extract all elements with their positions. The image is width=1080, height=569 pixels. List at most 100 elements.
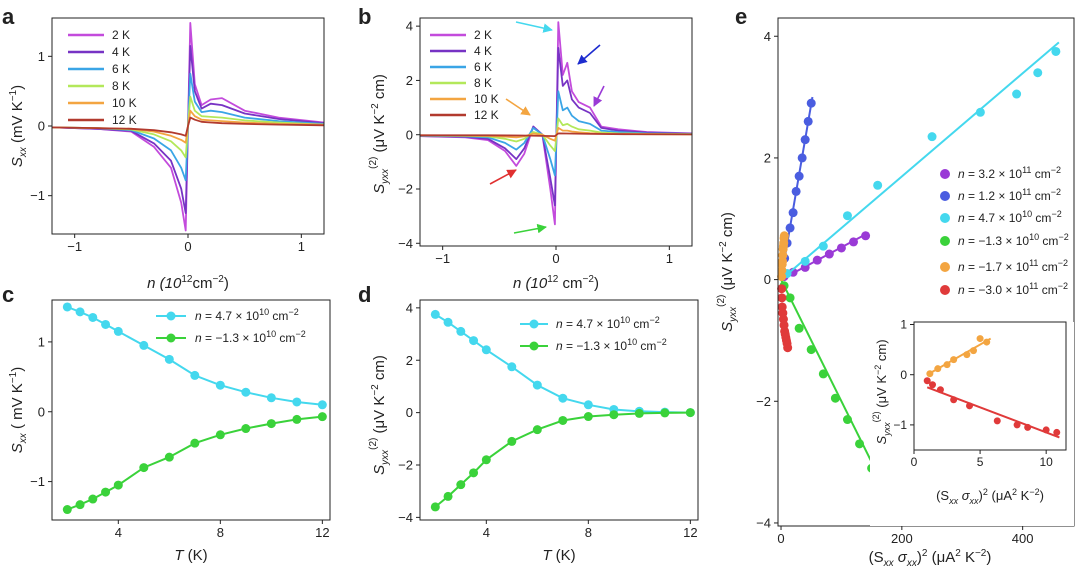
panel-c-series-1-point-6: [164, 452, 174, 462]
legend-marker-n-1.2e11: [940, 191, 950, 201]
panel-c-series-1-point-8: [215, 430, 225, 440]
panel-b: b −1 0 1 −4 −2 0 2 4 2 K 4 K 6 K 8 K 10 K 1 2 K …: [358, 4, 693, 292]
panel-d-series-1-point-1: [443, 491, 453, 501]
panel-d-series-1-point-12: [685, 408, 695, 418]
panel-d-series: [430, 309, 695, 512]
panel-d-series-line-1: [434, 411, 691, 508]
panel-e-series-1-point-4: [788, 208, 798, 218]
legend-label-6k: 6 K: [112, 62, 130, 76]
annotation-arrow-cyan: [515, 21, 553, 33]
panel-e-series-1-point-6: [794, 171, 804, 181]
panel-e-inset: 0 5 10 −1 0 1 (Sxx σxx)2 (μA2 K−2) Syxx(2) (μ…: [870, 318, 1074, 526]
panel-a-ytick-label-0: −1: [30, 188, 45, 203]
annotation-arrow-blue: [577, 44, 601, 65]
legend-marker-n-3.2e11: [940, 169, 950, 179]
panel-e-series-2-point-8: [1033, 68, 1043, 78]
panel-e-series-0-point-5: [836, 243, 846, 253]
panel-c-series-0-point-0: [62, 302, 72, 312]
annotation-arrow-green: [513, 223, 547, 234]
panel-d-axes-frame: [419, 299, 699, 521]
inset-series-0-point-0: [926, 370, 934, 378]
panel-d-legend: n = 4.7 × 1010 cm−2 n = −1.3 × 1010 cm−2: [520, 315, 667, 353]
panel-e-series-1-point-9: [803, 116, 813, 126]
panel-d: d 4 8 12 −4 −2 0 2 4 n = 4.7 × 1010 cm−2 n = −1…: [358, 282, 699, 564]
panel-c-xlabel: T (K): [174, 547, 207, 564]
inset-series-0-point-7: [983, 338, 991, 346]
panel-d-series-1-point-0: [430, 502, 440, 512]
panel-d-series-0-point-7: [558, 393, 568, 403]
panel-d-series-0-point-0: [430, 309, 440, 319]
panel-e: e 0 200 400 −4 −2 0 2 4 n = 3.2 × 1011 cm−2 n =…: [716, 4, 1075, 569]
panel-e-series-5-point-0: [777, 284, 787, 294]
panel-e-series-0-point-6: [849, 237, 859, 247]
legend-label-4k: 4 K: [474, 44, 492, 58]
panel-c-ytick-label-0: −1: [30, 474, 45, 489]
panel-c-series-0-point-7: [190, 370, 200, 380]
inset-series-1-point-7: [1024, 423, 1032, 431]
panel-c-series-0-point-6: [164, 354, 174, 364]
legend-marker-n-neg1.3e10: [529, 341, 539, 351]
legend-label-12k: 12 K: [474, 108, 499, 122]
panel-e-series-5-point-1: [777, 293, 787, 303]
inset-ticks: 0 5 10 −1 0 1: [893, 318, 1053, 469]
panel-e-ytick-label-0: −4: [756, 516, 771, 531]
panel-d-series-0-point-2: [456, 326, 466, 336]
panel-d-xlabel: T (K): [542, 547, 575, 564]
inset-series-1-point-5: [993, 417, 1001, 425]
panel-c-series-0-point-1: [75, 307, 85, 317]
panel-c-ytick-label-1: 0: [38, 404, 45, 419]
panel-c-xtick-label-2: 12: [315, 525, 329, 540]
panel-a-xtick-label-0: −1: [67, 239, 82, 254]
panel-label-a: a: [2, 4, 15, 29]
panel-d-ticks: 4 8 12 −4 −2 0 2 4: [398, 300, 697, 540]
inset-ytick-label-1: 0: [900, 368, 907, 382]
panel-b-xtick-label-0: −1: [435, 251, 450, 266]
panel-c-series-0-point-5: [139, 340, 149, 350]
panel-c-series-0-point-3: [101, 319, 111, 329]
panel-b-series: [419, 21, 693, 226]
panel-d-series-1-point-4: [481, 455, 491, 465]
legend-marker-n-4.7e10: [166, 311, 176, 321]
legend-label-6k: 6 K: [474, 60, 492, 74]
panel-c-series-0-point-9: [241, 387, 251, 397]
panel-d-series-0-point-8: [583, 400, 593, 410]
legend-label-4k: 4 K: [112, 45, 130, 59]
panel-d-ytick-label-3: 2: [406, 353, 413, 368]
inset-series-1-point-9: [1053, 428, 1061, 436]
legend-label-n-4.7e10: n = 4.7 × 1010 cm−2: [556, 315, 660, 331]
panel-d-xtick-label-2: 12: [683, 525, 697, 540]
panel-a-series-line-3: [51, 95, 325, 159]
panel-d-series-1-point-10: [634, 408, 644, 418]
panel-b-series-line-5: [420, 132, 693, 138]
legend-marker-n-neg1.3e10: [940, 236, 950, 246]
inset-axes-frame: [913, 321, 1067, 451]
inset-series-1-point-3: [950, 396, 958, 404]
panel-d-ylabel: Syxx(2) (μV K−2 cm): [368, 355, 391, 475]
panel-e-xlabel: (Sxx σxx)2 (μA2 K−2): [869, 548, 992, 569]
panel-d-series-1-point-8: [583, 412, 593, 422]
legend-label-n-neg1.3e10: n = −1.3 × 1010 cm−2: [556, 337, 667, 353]
panel-c-series-1-point-9: [241, 424, 251, 434]
panel-c-axes-frame: [51, 299, 331, 521]
inset-series-0-point-5: [969, 347, 977, 355]
panel-c-series-1-point-1: [75, 500, 85, 510]
panel-a-ytick-label-2: 1: [38, 49, 45, 64]
panel-b-ylabel: Syxx(2) (μV K−2 cm): [368, 74, 391, 194]
inset-xlabel: (Sxx σxx)2 (μA2 K−2): [936, 487, 1044, 506]
panel-e-fit-line-2: [780, 41, 1060, 281]
panel-c-series-1-point-4: [113, 480, 123, 490]
panel-e-series-3-point-1: [785, 293, 795, 303]
panel-d-series-1-point-11: [660, 408, 670, 418]
panel-d-series-0-point-5: [507, 362, 517, 372]
panel-c-series-1-point-10: [266, 419, 276, 429]
legend-marker-n-neg1.3e10: [166, 333, 176, 343]
legend-label-n-neg1.3e10: n = −1.3 × 1010 cm−2: [195, 329, 306, 345]
panel-c-series-0-point-2: [88, 312, 98, 322]
inset-xtick-label-2: 10: [1039, 455, 1053, 469]
panel-b-ytick-label-4: 4: [406, 19, 413, 34]
panel-a-ytick-label-1: 0: [38, 119, 45, 134]
legend-label-n-1.2e11: n = 1.2 × 1011 cm−2: [958, 187, 1061, 203]
panel-d-ytick-label-0: −4: [398, 510, 413, 525]
panel-d-series-0-point-4: [481, 345, 491, 355]
panel-d-series-1-point-6: [532, 425, 542, 435]
